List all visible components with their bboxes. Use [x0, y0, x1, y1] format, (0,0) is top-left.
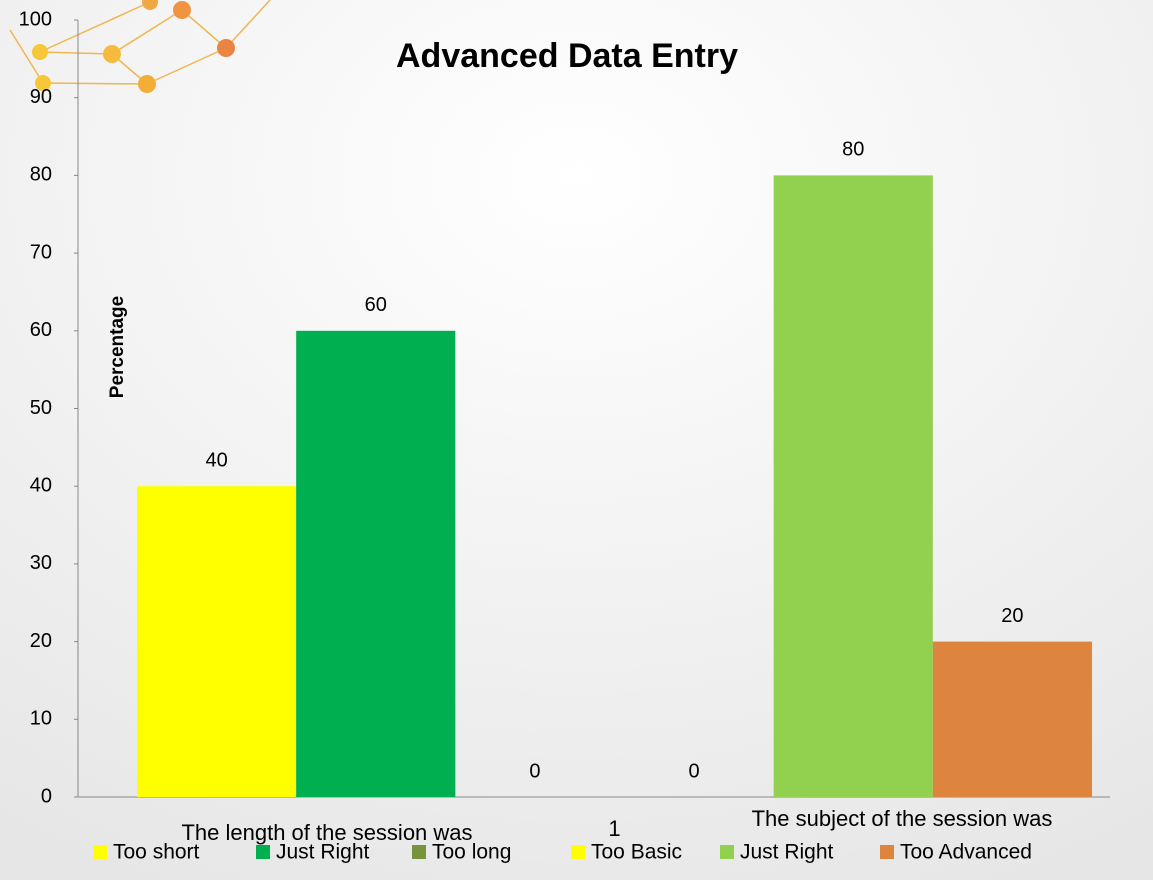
y-tick-label: 40	[30, 474, 52, 496]
legend-swatch	[720, 845, 734, 859]
data-label: 0	[529, 760, 540, 782]
x-tick-label: 1	[608, 816, 620, 841]
legend-swatch	[256, 845, 270, 859]
legend-label: Just Right	[276, 841, 370, 864]
chart-title: Advanced Data Entry	[396, 37, 738, 75]
legend-swatch	[880, 845, 894, 859]
legend-label: Too long	[432, 841, 511, 864]
legend-swatch	[93, 845, 107, 859]
legend-swatch	[412, 845, 426, 859]
y-tick-label: 0	[41, 785, 52, 807]
data-label: 20	[1001, 605, 1023, 627]
bar	[137, 486, 297, 797]
y-tick-label: 90	[30, 86, 52, 108]
y-tick-label: 50	[30, 397, 52, 419]
bar	[932, 641, 1092, 797]
y-tick-label: 10	[30, 708, 52, 730]
legend-label: Too Advanced	[900, 841, 1032, 864]
legend-swatch	[571, 845, 585, 859]
y-tick-label: 60	[30, 319, 52, 341]
y-tick-label: 100	[19, 8, 52, 30]
bar	[296, 330, 456, 797]
annotation: The subject of the session was	[752, 806, 1053, 831]
bar	[773, 175, 933, 797]
data-label: 60	[365, 294, 387, 316]
y-tick-label: 20	[30, 630, 52, 652]
data-label: 40	[205, 449, 227, 471]
y-tick-label: 70	[30, 241, 52, 263]
y-tick-label: 80	[30, 164, 52, 186]
data-label: 80	[842, 139, 864, 161]
decoration	[9, 0, 271, 93]
data-label: 0	[689, 760, 700, 782]
annotation: The length of the session was	[181, 820, 472, 845]
y-tick-label: 30	[30, 552, 52, 574]
legend-label: Too Basic	[591, 841, 682, 864]
legend-label: Too short	[113, 841, 200, 864]
y-axis-label: Percentage	[107, 296, 128, 398]
legend-label: Just Right	[740, 841, 834, 864]
